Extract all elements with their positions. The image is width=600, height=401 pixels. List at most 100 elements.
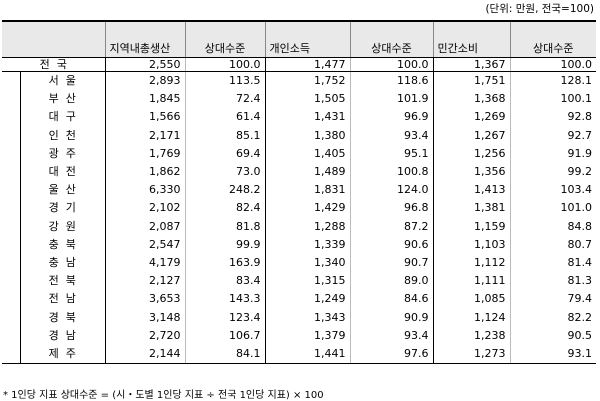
value-cell: 1,269 xyxy=(432,108,510,127)
table-row: 경 남 2,720 106.7 1,379 93.4 1,238 90.5 xyxy=(2,326,596,345)
region-cell: 인 천 xyxy=(2,126,105,145)
value-cell: 1,249 xyxy=(264,290,350,309)
region-cell: 충 남 xyxy=(2,253,105,273)
value-cell: 100.8 xyxy=(349,162,433,182)
value-cell: 1,752 xyxy=(264,71,350,91)
region-cell: 경 북 xyxy=(2,308,105,327)
value-cell: 81.8 xyxy=(184,217,265,236)
region-cell: 전 국 xyxy=(2,57,105,72)
region-cell: 경 남 xyxy=(2,326,105,345)
value-cell: 1,566 xyxy=(104,108,185,127)
header-cell: 상대수준 xyxy=(184,20,265,58)
value-cell: 92.7 xyxy=(509,126,596,145)
value-cell: 1,112 xyxy=(432,253,510,273)
header-cell: 상대수준 xyxy=(509,20,596,58)
table-row: 충 북 2,547 99.9 1,339 90.6 1,103 80.7 xyxy=(2,235,596,254)
value-cell: 101.9 xyxy=(349,90,433,109)
value-cell: 1,343 xyxy=(264,308,350,327)
value-cell: 93.1 xyxy=(509,344,596,364)
value-cell: 1,124 xyxy=(432,308,510,327)
value-cell: 96.9 xyxy=(349,108,433,127)
value-cell: 1,489 xyxy=(264,162,350,182)
header-cell: 개인소득 xyxy=(264,20,350,58)
value-cell: 163.9 xyxy=(184,253,265,273)
value-cell: 123.4 xyxy=(184,308,265,327)
value-cell: 103.4 xyxy=(509,181,596,200)
value-cell: 2,550 xyxy=(104,57,185,72)
value-cell: 128.1 xyxy=(509,71,596,91)
table-row: 강 원 2,087 81.8 1,288 87.2 1,159 84.8 xyxy=(2,217,596,236)
value-cell: 1,751 xyxy=(432,71,510,91)
value-cell: 1,111 xyxy=(432,272,510,291)
region-cell: 전 남 xyxy=(2,290,105,309)
value-cell: 79.4 xyxy=(509,290,596,309)
region-cell: 울 산 xyxy=(2,181,105,200)
header-cell: 민간소비 xyxy=(432,20,510,58)
table-body: 전 국 2,550 100.0 1,477 100.0 1,367 100.0 서 울 2,89… xyxy=(2,57,596,364)
value-cell: 73.0 xyxy=(184,162,265,182)
table-row: 전 남 3,653 143.3 1,249 84.6 1,085 79.4 xyxy=(2,290,596,309)
value-cell: 90.6 xyxy=(349,235,433,254)
value-cell: 84.1 xyxy=(184,344,265,364)
value-cell: 1,267 xyxy=(432,126,510,145)
value-cell: 143.3 xyxy=(184,290,265,309)
table-row: 인 천 2,171 85.1 1,380 93.4 1,267 92.7 xyxy=(2,126,596,145)
table-row: 경 기 2,102 82.4 1,429 96.8 1,381 101.0 xyxy=(2,199,596,218)
value-cell: 2,893 xyxy=(104,71,185,91)
value-cell: 99.2 xyxy=(509,162,596,182)
value-cell: 6,330 xyxy=(104,181,185,200)
header-row: 지역내총생산 상대수준 개인소득 상대수준 민간소비 상대수준 xyxy=(2,20,596,58)
header-cell: 지역내총생산 xyxy=(104,20,185,58)
value-cell: 1,273 xyxy=(432,344,510,364)
value-cell: 248.2 xyxy=(184,181,265,200)
table-row: 전 국 2,550 100.0 1,477 100.0 1,367 100.0 xyxy=(2,57,596,72)
value-cell: 1,381 xyxy=(432,199,510,218)
value-cell: 3,148 xyxy=(104,308,185,327)
value-cell: 1,103 xyxy=(432,235,510,254)
value-cell: 83.4 xyxy=(184,272,265,291)
value-cell: 87.2 xyxy=(349,217,433,236)
value-cell: 100.0 xyxy=(184,57,265,72)
region-cell: 서 울 xyxy=(2,71,105,91)
value-cell: 4,179 xyxy=(104,253,185,273)
value-cell: 1,256 xyxy=(432,144,510,163)
value-cell: 89.0 xyxy=(349,272,433,291)
value-cell: 82.4 xyxy=(184,199,265,218)
value-cell: 93.4 xyxy=(349,326,433,345)
value-cell: 1,368 xyxy=(432,90,510,109)
value-cell: 69.4 xyxy=(184,144,265,163)
value-cell: 80.7 xyxy=(509,235,596,254)
value-cell: 113.5 xyxy=(184,71,265,91)
value-cell: 1,769 xyxy=(104,144,185,163)
value-cell: 1,831 xyxy=(264,181,350,200)
table-row: 전 북 2,127 83.4 1,315 89.0 1,111 81.3 xyxy=(2,272,596,291)
value-cell: 93.4 xyxy=(349,126,433,145)
value-cell: 85.1 xyxy=(184,126,265,145)
value-cell: 72.4 xyxy=(184,90,265,109)
value-cell: 2,102 xyxy=(104,199,185,218)
value-cell: 95.1 xyxy=(349,144,433,163)
table-row: 제 주 2,144 84.1 1,441 97.6 1,273 93.1 xyxy=(2,344,596,364)
value-cell: 1,159 xyxy=(432,217,510,236)
region-cell: 광 주 xyxy=(2,144,105,163)
value-cell: 1,431 xyxy=(264,108,350,127)
value-cell: 81.3 xyxy=(509,272,596,291)
value-cell: 124.0 xyxy=(349,181,433,200)
value-cell: 1,379 xyxy=(264,326,350,345)
value-cell: 2,087 xyxy=(104,217,185,236)
value-cell: 2,127 xyxy=(104,272,185,291)
value-cell: 1,288 xyxy=(264,217,350,236)
value-cell: 1,238 xyxy=(432,326,510,345)
value-cell: 1,356 xyxy=(432,162,510,182)
region-cell: 제 주 xyxy=(2,344,105,364)
value-cell: 97.6 xyxy=(349,344,433,364)
value-cell: 2,171 xyxy=(104,126,185,145)
value-cell: 90.7 xyxy=(349,253,433,273)
value-cell: 1,405 xyxy=(264,144,350,163)
unit-note: (단위: 만원, 전국=100) xyxy=(485,3,594,15)
value-cell: 1,477 xyxy=(264,57,350,72)
table-row: 충 남 4,179 163.9 1,340 90.7 1,112 81.4 xyxy=(2,253,596,273)
header-cell xyxy=(2,20,105,58)
region-cell: 대 구 xyxy=(2,108,105,127)
value-cell: 84.8 xyxy=(509,217,596,236)
